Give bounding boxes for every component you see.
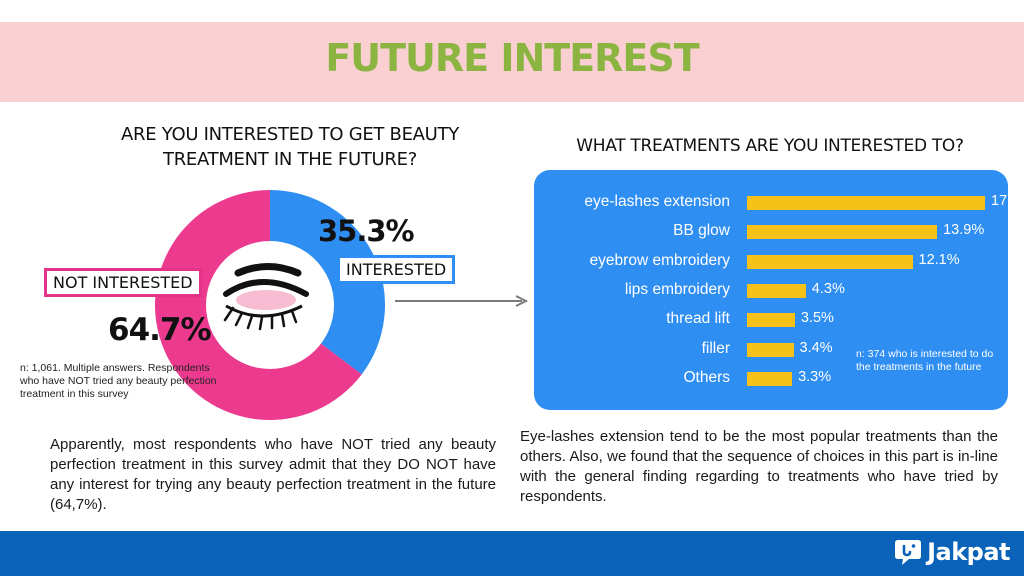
brand-logo: Jakpat [893,537,1010,567]
bar-value-label: 3.5% [800,310,834,327]
bar-row: lips embroidery 4.3% [534,278,1008,304]
footer-bar: Jakpat [0,531,1024,576]
left-chart-paragraph: Apparently, most respondents who have NO… [50,436,496,513]
bar-value-label: 4.3% [811,280,845,297]
left-question-line-1: ARE YOU INTERESTED TO GET BEAUTY [121,124,459,145]
header-band [0,22,1024,102]
bar [747,225,938,240]
bar-category-label: BB glow [673,222,730,240]
eye-lashes-icon [223,263,309,331]
bar [747,313,795,328]
bar-category-label: thread lift [666,310,730,328]
data-label-interested: 35.3% [318,214,415,248]
data-label-not-interested: 64.7% [108,312,212,348]
legend-not-interested: NOT INTERESTED [44,268,202,297]
connector-arrow-icon [395,295,529,307]
bar-value-label: 12.1% [918,251,960,268]
bar-row: thread lift 3.5% [534,307,1008,333]
donut-hole [206,241,334,369]
left-chart-note: n: 1,061. Multiple answers. Respondents … [20,362,217,400]
bar-row: eyebrow embroidery 12.1% [534,249,1008,275]
right-chart-paragraph: Eye-lashes extension tend to be the most… [520,428,998,505]
bar-category-label: eye-lashes extension [584,193,730,210]
bar-value-label: 17.4% [991,193,1024,209]
bar-value-label: 13.9% [943,222,985,239]
bar-value-label: 3.3% [798,368,832,385]
left-question-line-2: TREATMENT IN THE FUTURE? [163,149,417,170]
right-chart-question: WHAT TREATMENTS ARE YOU INTERESTED TO? [576,136,964,156]
bar [747,371,793,386]
legend-interested: INTERESTED [337,255,456,284]
right-chart-note: n: 374 who is interested to do the treat… [856,348,994,373]
page-title: FUTURE INTEREST [325,36,699,80]
bar-row: filler 3.4% [534,337,1008,363]
bar [747,283,806,298]
bar-row: Others 3.3% [534,366,1008,392]
bar-category-label: eyebrow embroidery [589,251,730,269]
jakpat-logo-icon [895,540,922,565]
bar-value-label: 3.4% [799,339,833,356]
bar [747,196,985,210]
bar-category-label: lips embroidery [624,280,730,298]
bar-row: BB glow 13.9% [534,219,1008,245]
bar-category-label: Others [683,368,730,386]
bar [747,254,913,269]
bar-category-label: filler [701,339,730,357]
left-chart-question: ARE YOU INTERESTED TO GET BEAUTY TREATME… [70,122,510,172]
bar [747,342,794,357]
brand-name: Jakpat [927,538,1010,566]
bar-row: eye-lashes extension 17.4% [534,190,1024,216]
bar-chart-panel: n: 374 who is interested to do the treat… [534,170,1024,410]
